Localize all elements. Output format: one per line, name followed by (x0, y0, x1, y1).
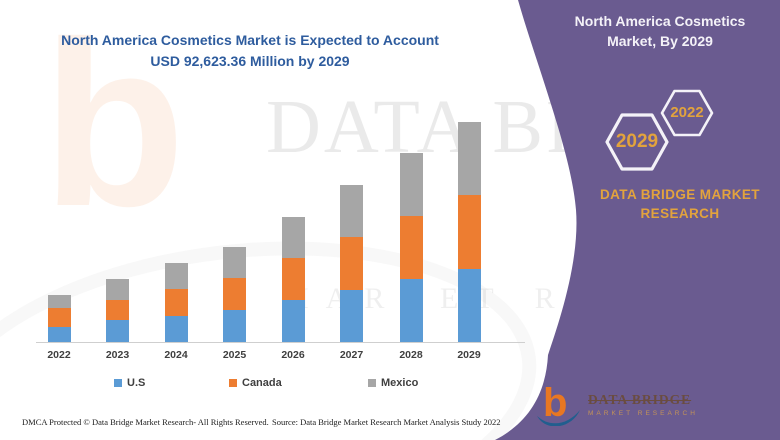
x-axis-label-2023: 2023 (105, 349, 130, 361)
legend-item-us: U.S (114, 377, 145, 389)
brand-name: DATA BRIDGE MARKET RESEARCH (575, 185, 780, 223)
legend-label-us: U.S (127, 377, 146, 389)
legend-label-canada: Canada (242, 377, 282, 389)
bar-2029-segment-canada (457, 195, 481, 269)
bar-2023 (106, 278, 129, 342)
bar-2025 (223, 246, 246, 342)
brand-name-line1: DATA BRIDGE MARKET (600, 187, 760, 202)
bar-2028-segment-mexico (399, 153, 423, 217)
legend: U.S Canada Mexico (0, 377, 520, 393)
bar-2022 (47, 295, 71, 342)
dbmr-logo-subtitle: MARKET RESEARCH (588, 409, 698, 417)
bar-2024-segment-canada (164, 289, 188, 316)
dbmr-logo-icon: b (537, 382, 580, 426)
bar-2028-segment-us (399, 279, 423, 342)
x-axis-label-2024: 2024 (164, 349, 188, 361)
dbmr-logo: b DATA BRIDGE MARKET RESEARCH (535, 382, 698, 426)
x-axis-line (36, 342, 525, 343)
bar-2029-segment-us (457, 268, 481, 342)
bar-2027 (340, 184, 363, 342)
x-axis-label-2022: 2022 (47, 349, 71, 361)
x-axis-label-2026: 2026 (281, 349, 305, 361)
bar-2026-segment-mexico (281, 216, 305, 258)
legend-label-mexico: Mexico (381, 377, 419, 389)
bar-2023-segment-us (106, 320, 129, 342)
legend-item-canada: Canada (229, 377, 282, 389)
bar-2029-segment-mexico (457, 122, 481, 196)
bar-2026-segment-us (281, 300, 305, 342)
legend-item-mexico: Mexico (368, 377, 418, 389)
panel-title-line2: Market, By 2029 (607, 33, 713, 49)
bar-2027-segment-us (340, 289, 363, 342)
chart-title: North America Cosmetics Market is Expect… (38, 30, 462, 72)
bar-2022-segment-canada (47, 308, 71, 327)
bar-2025-segment-us (223, 310, 246, 342)
dbmr-logo-text: DATA BRIDGE MARKET RESEARCH (588, 392, 698, 417)
bar-2028-segment-canada (399, 216, 423, 280)
bar-2027-segment-mexico (340, 184, 363, 238)
bar-2026 (281, 216, 305, 342)
footer-source-text: Source: Data Bridge Market Research Mark… (272, 417, 501, 427)
bar-2025-segment-canada (223, 278, 246, 311)
legend-swatch-us (114, 379, 122, 387)
hex-year-2022: 2022 (670, 104, 704, 121)
legend-swatch-mexico (368, 379, 376, 387)
hexagons-icon (605, 89, 714, 171)
x-axis-label-2027: 2027 (339, 349, 364, 361)
chart-title-line1: North America Cosmetics Market is Expect… (61, 32, 439, 48)
bar-2022-segment-mexico (47, 295, 71, 309)
bar-2027-segment-canada (340, 237, 363, 290)
panel-title-line1: North America Cosmetics (574, 13, 746, 29)
bar-2029 (457, 122, 481, 342)
chart-title-line2: USD 92,623.36 Million by 2029 (150, 53, 350, 69)
x-axis-label-2029: 2029 (457, 349, 481, 361)
brand-name-line2: RESEARCH (640, 206, 720, 221)
bar-2022-segment-us (47, 326, 71, 342)
bar-2028 (399, 153, 423, 342)
footer-dmca-text: DMCA Protected © Data Bridge Market Rese… (22, 417, 269, 427)
x-axis-label-2025: 2025 (222, 349, 247, 361)
legend-swatch-canada (229, 379, 237, 387)
dbmr-logo-name: DATA BRIDGE (588, 391, 692, 407)
bar-2024 (164, 263, 188, 342)
bar-2024-segment-us (164, 316, 188, 342)
bar-2026-segment-canada (281, 257, 305, 300)
svg-text:b: b (543, 382, 567, 425)
panel-title: North America Cosmetics Market, By 2029 (540, 11, 780, 51)
bar-2025-segment-mexico (223, 246, 246, 279)
purple-background-shape (495, 0, 780, 440)
right-panel: North America Cosmetics Market, By 2029 … (480, 0, 780, 440)
bar-2023-segment-canada (106, 300, 129, 321)
x-axis-label-2028: 2028 (399, 349, 423, 361)
bar-2023-segment-mexico (106, 278, 129, 301)
bar-2024-segment-mexico (164, 263, 188, 290)
hex-year-2029: 2029 (615, 131, 659, 152)
